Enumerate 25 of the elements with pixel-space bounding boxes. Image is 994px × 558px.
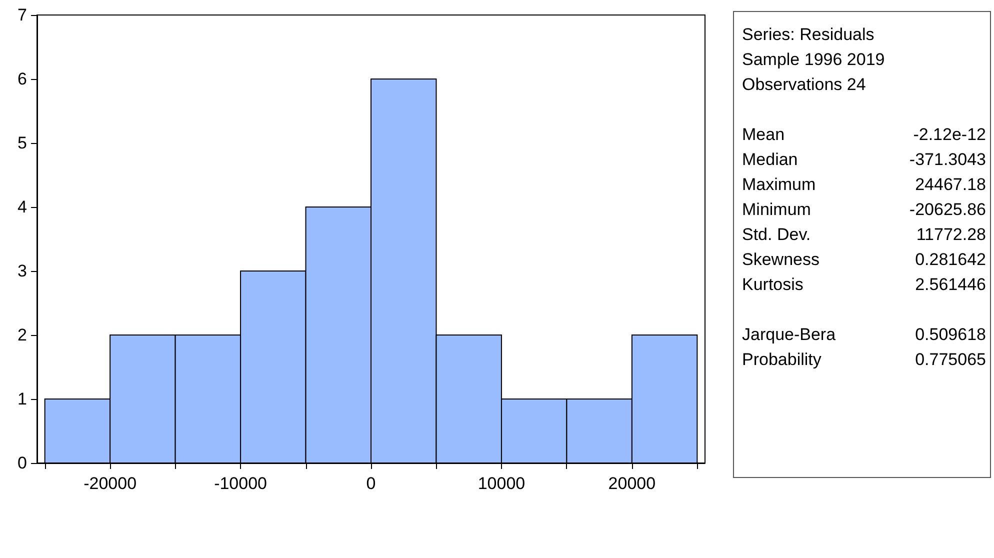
text: Observations 24: [742, 74, 867, 96]
text: Jarque-Bera 0.509618: [742, 325, 986, 344]
y-tick-label: 6: [18, 70, 27, 88]
text: Series: Residuals: [742, 24, 876, 46]
x-tick-label: -20000: [84, 474, 137, 493]
y-tick-label: 1: [18, 390, 27, 408]
x-tick-label: 0: [366, 474, 376, 493]
y-tick-label: 2: [18, 326, 27, 344]
text: Skewness 0.281642: [742, 250, 986, 269]
text: Maximum 24467.18: [742, 175, 986, 194]
text: Median -371.3043: [742, 150, 986, 169]
x-tick-label: 20000: [608, 474, 656, 493]
y-tick-label: 5: [18, 134, 27, 152]
y-tick-label: 7: [18, 6, 27, 24]
text: Sample 1996 2019: [742, 49, 886, 71]
text: Minimum -20625.86: [742, 200, 986, 219]
y-tick-label: 3: [18, 262, 27, 280]
y-tick-label: 4: [18, 198, 27, 216]
text: Mean -2.12e-12: [742, 125, 986, 144]
y-tick-label: 0: [18, 454, 27, 472]
text: Probability 0.775065: [742, 350, 986, 369]
x-tick-label: -10000: [214, 474, 267, 493]
x-tick-label: 10000: [478, 474, 526, 493]
text: Kurtosis 2.561446: [742, 275, 986, 294]
text: Std. Dev. 11772.28: [742, 225, 986, 244]
